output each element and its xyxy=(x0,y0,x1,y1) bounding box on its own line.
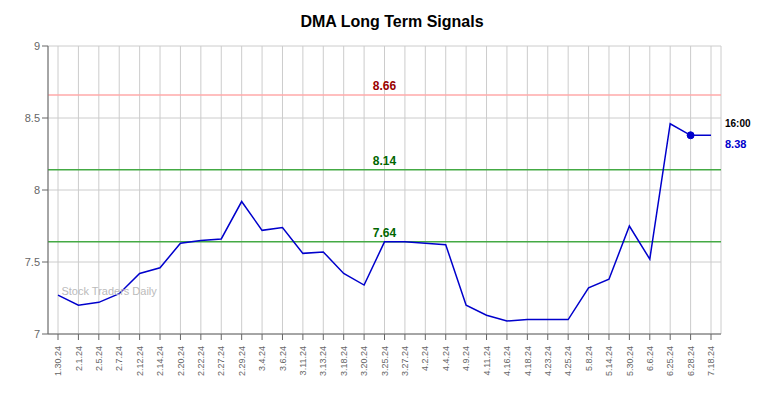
svg-text:2.14.24: 2.14.24 xyxy=(155,346,165,376)
svg-text:2.29.24: 2.29.24 xyxy=(237,346,247,376)
svg-text:5.8.24: 5.8.24 xyxy=(584,346,594,371)
svg-text:4.4.24: 4.4.24 xyxy=(441,346,451,371)
svg-text:8.66: 8.66 xyxy=(373,79,397,93)
svg-text:1.30.24: 1.30.24 xyxy=(53,346,63,376)
svg-text:16:00: 16:00 xyxy=(725,118,751,129)
svg-text:4.2.24: 4.2.24 xyxy=(420,346,430,371)
svg-text:2.12.24: 2.12.24 xyxy=(135,346,145,376)
svg-text:2.1.24: 2.1.24 xyxy=(74,346,84,371)
svg-text:4.16.24: 4.16.24 xyxy=(502,346,512,376)
svg-text:2.20.24: 2.20.24 xyxy=(176,346,186,376)
svg-text:6.6.24: 6.6.24 xyxy=(645,346,655,371)
svg-text:7.64: 7.64 xyxy=(373,226,397,240)
svg-text:3.13.24: 3.13.24 xyxy=(318,346,328,376)
svg-text:3.6.24: 3.6.24 xyxy=(278,346,288,371)
svg-text:4.18.24: 4.18.24 xyxy=(522,346,532,376)
svg-text:3.11.24: 3.11.24 xyxy=(298,346,308,375)
svg-text:9: 9 xyxy=(34,40,40,52)
svg-text:3.27.24: 3.27.24 xyxy=(400,346,410,376)
html-text:DMA Long Term Signals: DMA Long Term Signals xyxy=(300,13,484,30)
svg-text:3.4.24: 3.4.24 xyxy=(257,346,267,371)
html-text:Stock Traders Daily: Stock Traders Daily xyxy=(61,285,157,298)
svg-text:4.25.24: 4.25.24 xyxy=(563,346,573,376)
svg-text:3.18.24: 3.18.24 xyxy=(339,346,349,376)
svg-text:8: 8 xyxy=(34,184,40,196)
svg-text:3.25.24: 3.25.24 xyxy=(380,346,390,376)
svg-text:2.22.24: 2.22.24 xyxy=(196,346,206,376)
svg-text:5.30.24: 5.30.24 xyxy=(625,346,635,376)
svg-text:6.25.24: 6.25.24 xyxy=(665,346,675,376)
svg-text:7: 7 xyxy=(34,328,40,340)
svg-text:7.5: 7.5 xyxy=(25,256,40,268)
svg-text:8.38: 8.38 xyxy=(725,138,746,150)
svg-text:8.5: 8.5 xyxy=(25,112,40,124)
svg-text:2.27.24: 2.27.24 xyxy=(216,346,226,376)
svg-text:6.28.24: 6.28.24 xyxy=(686,346,696,376)
svg-text:2.7.24: 2.7.24 xyxy=(114,346,124,371)
svg-text:2.5.24: 2.5.24 xyxy=(94,346,104,371)
svg-text:4.23.24: 4.23.24 xyxy=(543,346,553,376)
svg-text:5.14.24: 5.14.24 xyxy=(604,346,614,376)
svg-text:7.18.24: 7.18.24 xyxy=(706,346,716,376)
svg-text:8.14: 8.14 xyxy=(373,154,397,168)
svg-text:4.11.24: 4.11.24 xyxy=(482,346,492,375)
svg-text:4.9.24: 4.9.24 xyxy=(461,346,471,371)
svg-text:3.20.24: 3.20.24 xyxy=(359,346,369,376)
